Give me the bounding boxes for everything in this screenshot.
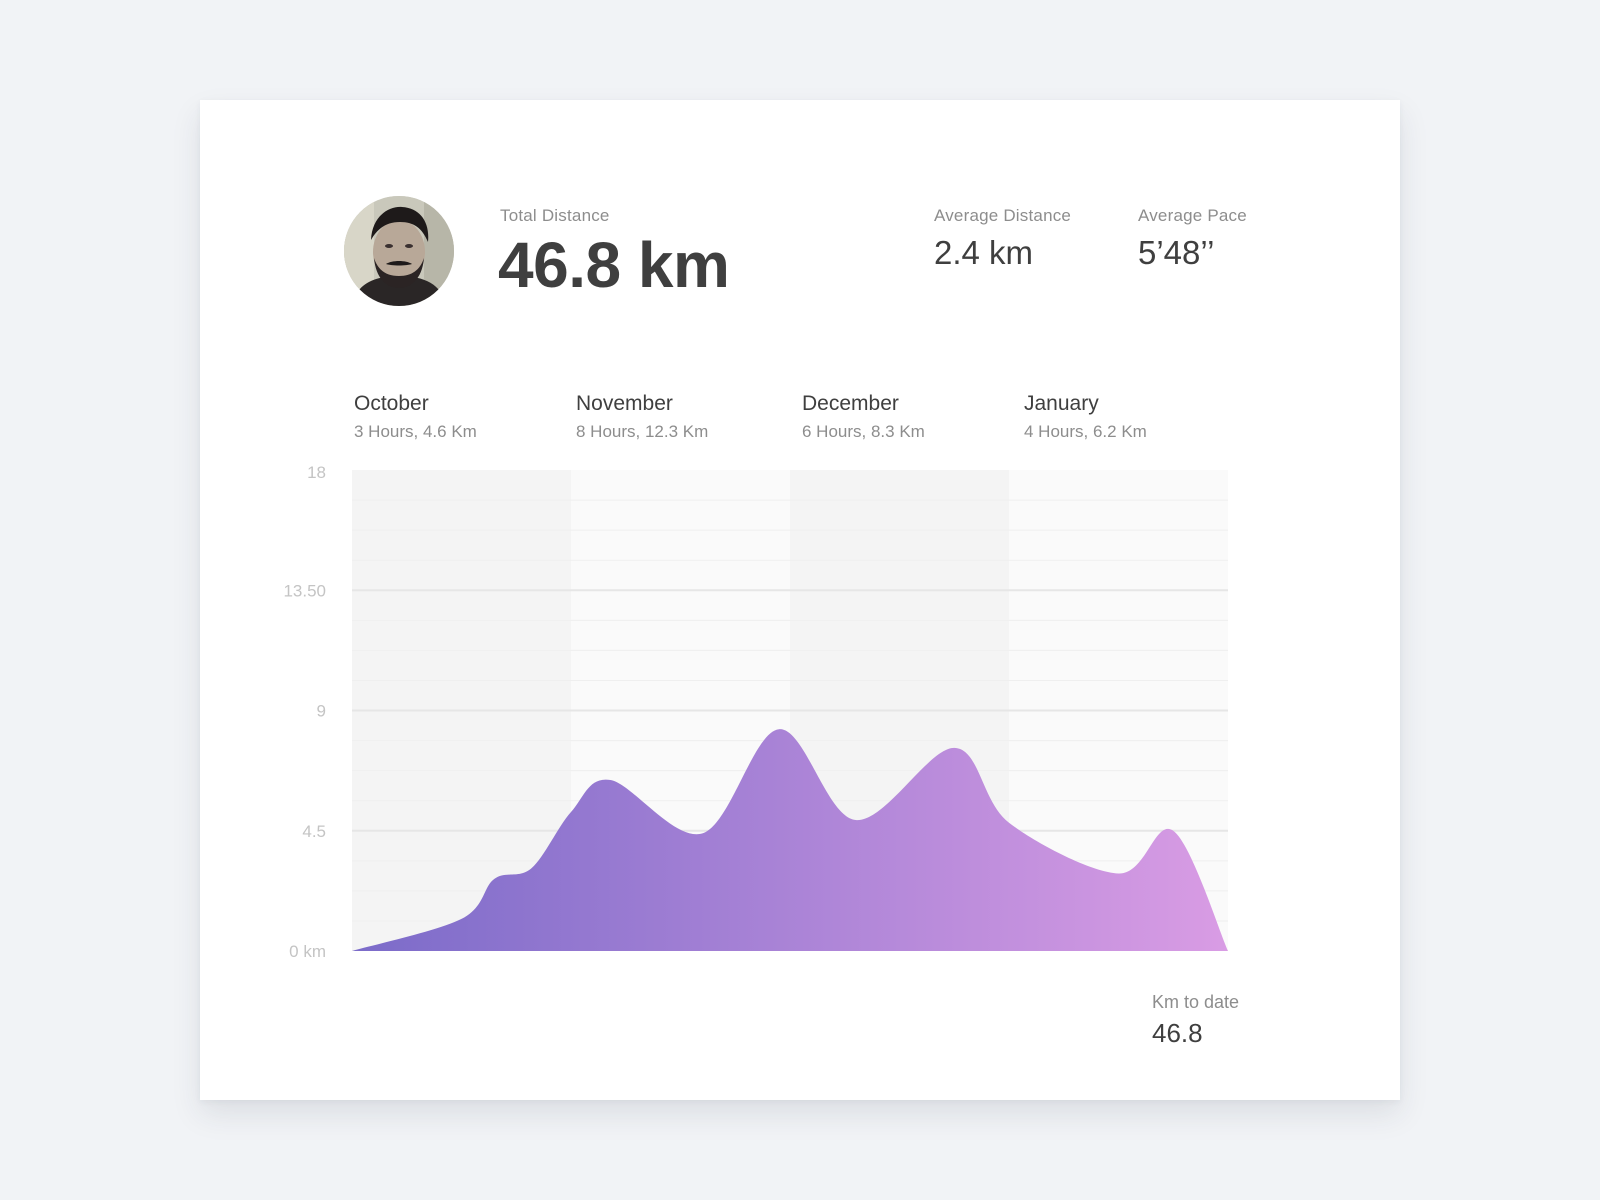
month-header-november[interactable]: November 8 Hours, 12.3 Km bbox=[576, 392, 798, 442]
month-summary: 6 Hours, 8.3 Km bbox=[802, 422, 925, 441]
month-header-october[interactable]: October 3 Hours, 4.6 Km bbox=[354, 392, 576, 442]
y-tick-label: 4.5 bbox=[302, 822, 326, 841]
y-tick-label: 0 km bbox=[289, 942, 326, 961]
month-name: January bbox=[1024, 392, 1099, 415]
distance-chart-svg: 0 km 4.5 9 13.50 18 bbox=[283, 463, 1228, 961]
average-pace-label: Average Pace bbox=[1138, 206, 1247, 225]
y-tick-label: 13.50 bbox=[283, 581, 326, 600]
y-tick-label: 18 bbox=[307, 463, 326, 482]
month-header-january[interactable]: January 4 Hours, 6.2 Km bbox=[1024, 392, 1246, 442]
distance-area-series[interactable] bbox=[352, 729, 1228, 951]
distance-chart: 0 km 4.5 9 13.50 18 bbox=[200, 100, 1400, 1100]
km-to-date-value: 46.8 bbox=[1152, 1018, 1203, 1048]
y-axis-tick-labels: 0 km 4.5 9 13.50 18 bbox=[283, 463, 326, 961]
km-to-date-label: Km to date bbox=[1152, 992, 1240, 1012]
month-summary: 4 Hours, 6.2 Km bbox=[1024, 422, 1147, 441]
month-name: October bbox=[354, 392, 429, 415]
total-distance-label: Total Distance bbox=[500, 206, 610, 225]
month-name: November bbox=[576, 392, 673, 415]
average-distance-label: Average Distance bbox=[934, 206, 1072, 225]
month-summary: 3 Hours, 4.6 Km bbox=[354, 422, 477, 441]
average-pace-value: 5’48’’ bbox=[1138, 234, 1215, 271]
month-header-december[interactable]: December 6 Hours, 8.3 Km bbox=[802, 392, 1024, 442]
average-distance-value: 2.4 km bbox=[934, 234, 1034, 271]
month-name: December bbox=[802, 392, 899, 415]
total-distance-value: 46.8 km bbox=[498, 229, 730, 301]
stats-card: Total Distance 46.8 km Average Distance … bbox=[200, 100, 1400, 1100]
month-summary: 8 Hours, 12.3 Km bbox=[576, 422, 709, 441]
y-tick-label: 9 bbox=[317, 702, 326, 721]
